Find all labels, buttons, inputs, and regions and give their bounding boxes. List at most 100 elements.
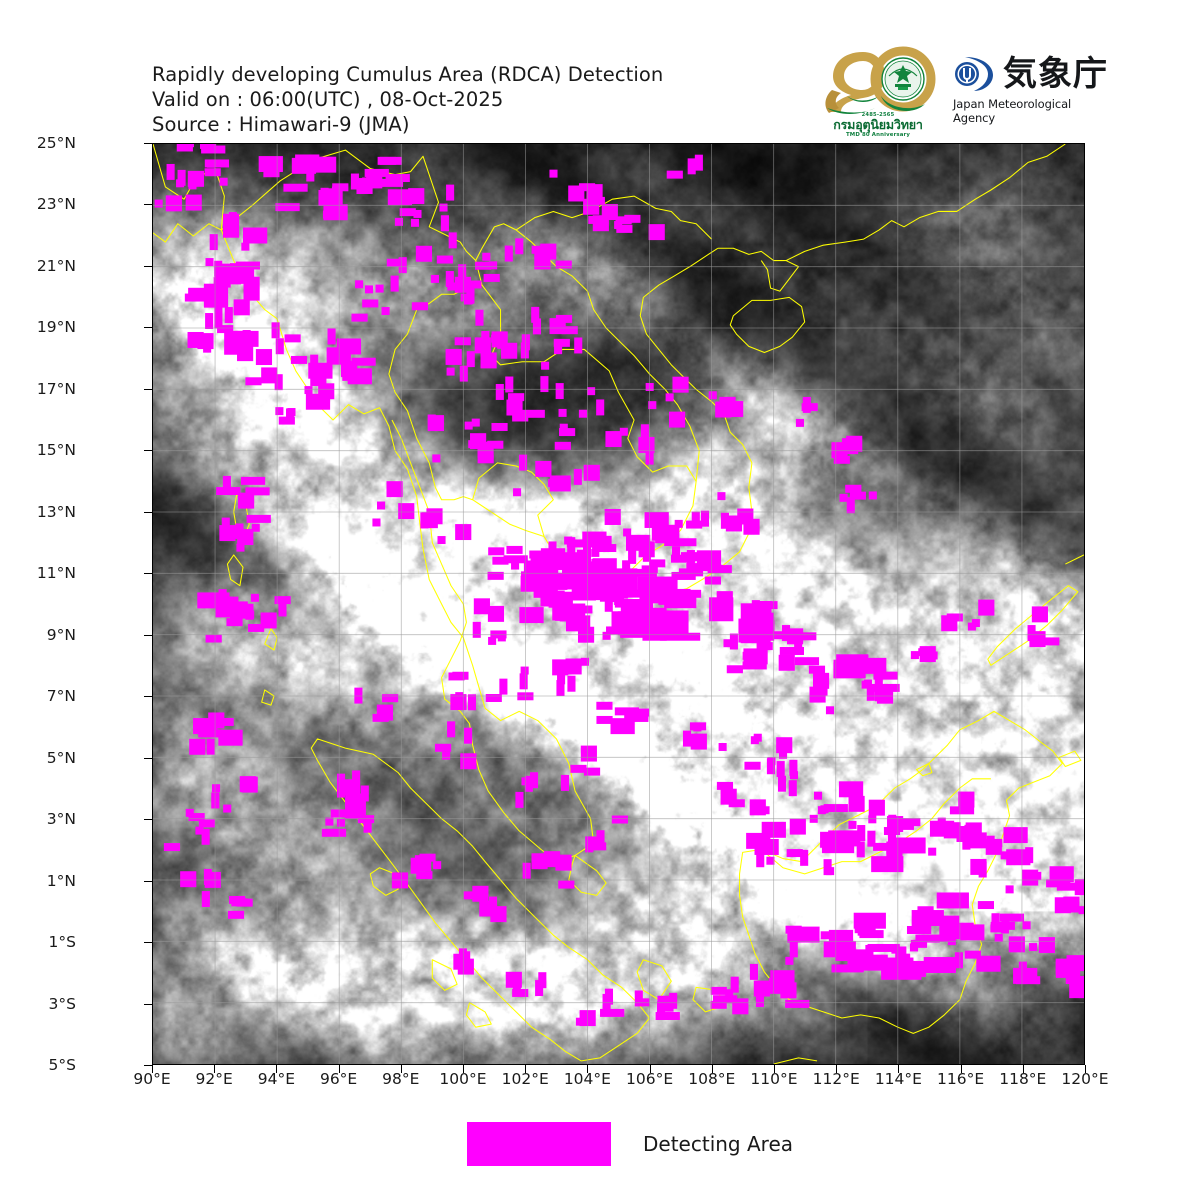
rdca-detection-cell	[710, 1000, 727, 1009]
rdca-detection-cell	[859, 917, 868, 934]
rdca-detection-cell	[387, 189, 413, 206]
rdca-detection-cell	[628, 539, 637, 564]
rdca-detection-cell	[765, 612, 774, 629]
rdca-detection-cell	[714, 564, 723, 573]
rdca-detection-cell	[243, 276, 260, 301]
y-tick-mark	[144, 388, 152, 390]
rdca-detection-cell	[958, 791, 975, 808]
rdca-detection-cell	[672, 538, 697, 547]
rdca-detection-cell	[497, 332, 506, 349]
rdca-detection-cell	[415, 245, 433, 262]
rdca-detection-cell	[378, 178, 404, 187]
rdca-detection-cell	[198, 729, 223, 738]
rdca-detection-cell	[891, 945, 900, 954]
rdca-detection-cell	[226, 618, 243, 627]
rdca-detection-cell	[472, 621, 481, 638]
x-tick-label: 108°E	[688, 1070, 736, 1088]
rdca-detection-cell	[491, 334, 500, 343]
rdca-detection-cell	[640, 424, 649, 441]
rdca-detection-cell	[788, 780, 797, 797]
rdca-detection-cell	[495, 383, 504, 400]
rdca-detection-cell	[485, 694, 502, 702]
rdca-detection-cell	[595, 535, 612, 552]
rdca-detection-cell	[318, 190, 343, 206]
rdca-detection-cell	[970, 858, 987, 875]
rdca-detection-cell	[480, 352, 497, 369]
rdca-detection-cell	[873, 671, 898, 680]
rdca-detection-cell	[337, 773, 346, 798]
rdca-detection-cell	[188, 813, 205, 822]
rdca-detection-cell	[487, 571, 504, 580]
x-tick-mark	[338, 1065, 340, 1073]
x-tick-mark	[1085, 1065, 1086, 1073]
x-tick-mark	[587, 1065, 589, 1073]
rdca-detection-cell	[399, 208, 416, 217]
rdca-detection-cell	[243, 227, 268, 244]
rdca-detection-cell	[624, 214, 641, 223]
rdca-detection-cell	[241, 242, 250, 251]
rdca-detection-cell	[690, 733, 707, 750]
rdca-detection-cell	[453, 953, 462, 970]
y-tick-mark	[144, 1003, 152, 1005]
jma-swoosh-icon	[955, 57, 993, 91]
rdca-detection-cell	[911, 910, 944, 926]
rdca-detection-cell	[245, 487, 270, 496]
rdca-detection-cell	[204, 159, 230, 168]
rdca-detection-cell	[813, 791, 823, 800]
rdca-detection-cell	[664, 610, 689, 635]
rdca-detection-cell	[271, 322, 280, 339]
rdca-detection-cell	[499, 678, 508, 695]
rdca-detection-cell	[921, 651, 938, 660]
rdca-detection-cell	[163, 843, 181, 852]
rdca-detection-cell	[941, 615, 958, 632]
legend: Detecting Area	[467, 1122, 793, 1166]
rdca-detection-cell	[185, 194, 202, 211]
rdca-detection-cell	[325, 817, 334, 826]
x-tick-label: 106°E	[626, 1070, 674, 1088]
y-tick-mark	[144, 1065, 152, 1066]
rdca-detection-cell	[247, 623, 265, 632]
rdca-detection-cell	[868, 815, 877, 824]
y-tick-label: 5°S	[48, 1056, 76, 1074]
rdca-detection-cell	[188, 287, 213, 296]
rdca-detection-cell	[343, 779, 360, 796]
rdca-detection-cell	[596, 399, 605, 416]
rdca-detection-cell	[177, 169, 186, 186]
rdca-detection-cell	[240, 476, 266, 485]
rdca-detection-cell	[954, 952, 963, 969]
rdca-detection-cell	[464, 421, 473, 430]
y-tick-mark	[144, 634, 152, 636]
rdca-detection-cell	[166, 163, 175, 180]
y-tick-label: 3°S	[48, 994, 76, 1013]
y-tick-label: 17°N	[36, 379, 76, 398]
rdca-detection-cell	[826, 867, 835, 876]
rdca-detection-cell	[828, 830, 861, 847]
rdca-detection-cell	[801, 403, 818, 412]
rdca-detection-cell	[554, 441, 571, 450]
rdca-detection-cell	[238, 492, 255, 509]
rdca-detection-cell	[372, 713, 389, 722]
y-tick-label: 15°N	[36, 441, 76, 460]
y-tick-mark	[144, 204, 152, 206]
rdca-detection-cell	[513, 488, 522, 497]
y-tick-mark	[144, 573, 152, 575]
x-tick-mark	[276, 1065, 278, 1073]
x-tick-mark	[214, 1065, 216, 1073]
rdca-detection-cell	[286, 408, 295, 425]
rdca-detection-cell	[599, 585, 625, 602]
rdca-detection-cell	[535, 460, 552, 477]
rdca-detection-cell	[1043, 637, 1060, 646]
rdca-detection-cell	[720, 512, 729, 529]
rdca-detection-cell	[977, 901, 994, 910]
rdca-detection-cell	[609, 594, 618, 603]
rdca-detection-cell	[447, 282, 456, 291]
rdca-detection-cell	[522, 862, 531, 879]
rdca-detection-cell	[717, 492, 726, 501]
rdca-detection-cell	[846, 435, 863, 452]
satellite-map-plot[interactable]	[152, 143, 1085, 1065]
rdca-detection-cell	[786, 849, 803, 858]
rdca-detection-cell	[275, 203, 300, 212]
rdca-detection-cell	[533, 581, 558, 598]
x-tick-label: 120°E	[1061, 1070, 1109, 1088]
rdca-detection-cell	[687, 158, 696, 175]
